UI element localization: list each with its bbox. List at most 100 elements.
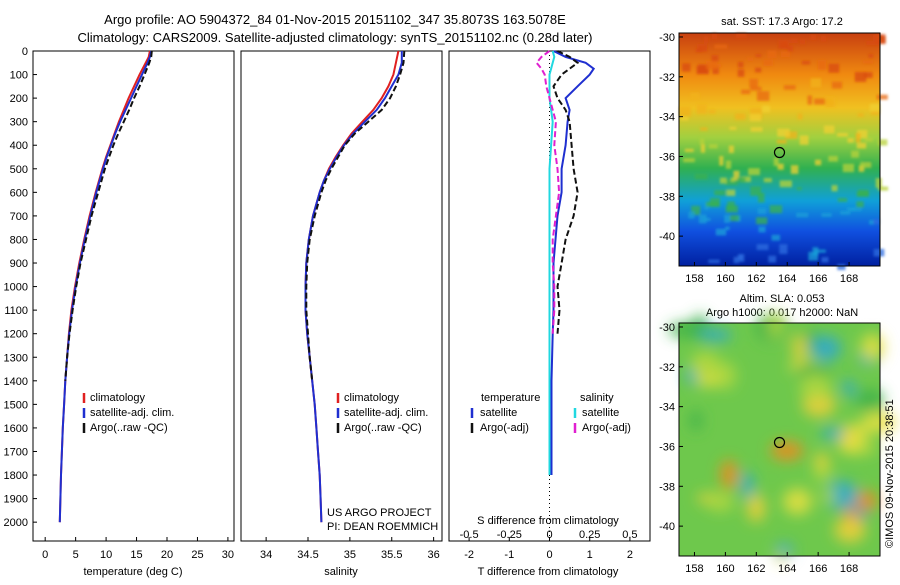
depth-tick-label: 1300 [4, 352, 28, 364]
sst-texture [679, 106, 691, 117]
s-tick-label: -0.5 [460, 529, 479, 541]
map-y-tick-label: -40 [659, 521, 675, 533]
sst-texture [780, 51, 791, 58]
sst-map: sat. SST: 17.3 Argo: 17.2 158 160 162 164 16… [659, 16, 889, 285]
depth-tick-label: 2000 [4, 517, 28, 529]
sst-texture [698, 214, 707, 224]
sst-texture [857, 113, 864, 117]
depth-tick-label: 700 [10, 211, 28, 223]
series-s-satellite [548, 50, 556, 475]
x-tick-label: 10 [100, 549, 112, 561]
map-x-tick-label: 160 [716, 273, 734, 285]
sst-texture [756, 244, 769, 250]
map-x-tick-label: 166 [809, 563, 827, 575]
sst-texture [704, 217, 711, 221]
s-tick-label: -0.25 [497, 529, 522, 541]
sst-texture [799, 39, 805, 45]
sst-texture [779, 244, 788, 254]
sst-texture [873, 248, 885, 257]
sst-texture [847, 138, 854, 143]
sst-texture [690, 92, 700, 100]
map-y-tick-label: -36 [659, 441, 675, 453]
map-x-tick-label: 164 [778, 563, 796, 575]
sst-texture [860, 162, 872, 168]
sst-texture [783, 85, 796, 90]
sst-texture [724, 214, 731, 223]
map-x-tick-label: 166 [809, 273, 827, 285]
legend-label: satellite [582, 407, 619, 419]
sst-texture [814, 98, 827, 105]
sst-texture [694, 173, 708, 180]
sst-texture [699, 138, 705, 145]
sla-texture [838, 438, 864, 453]
title-line-1: Argo profile: AO 5904372_84 01-Nov-2015 … [104, 12, 566, 27]
sst-texture [810, 34, 817, 40]
s-tick-label: 0.5 [622, 529, 637, 541]
sst-texture [705, 201, 719, 207]
sla-texture [720, 459, 738, 490]
depth-tick-label: 1200 [4, 329, 28, 341]
depth-tick-label: 200 [10, 93, 28, 105]
legend-label: climatology [90, 392, 146, 404]
sst-texture [750, 86, 762, 91]
sst-texture [831, 81, 843, 89]
sla-texture [783, 488, 812, 515]
x-tick-label: 1 [587, 549, 593, 561]
sst-texture [736, 33, 747, 39]
sst-texture [878, 139, 888, 146]
sst-texture [777, 128, 790, 137]
sla-map-subtitle: Argo h1000: 0.017 h2000: NaN [706, 307, 858, 319]
sst-texture [756, 217, 768, 225]
legend-label: satellite [480, 407, 517, 419]
project-text: US ARGO PROJECT [327, 507, 432, 519]
legend-label: Argo(..raw -QC) [344, 422, 422, 434]
x-tick-label: 0 [546, 549, 552, 561]
sst-texture [729, 126, 737, 130]
map-y-tick-label: -34 [659, 402, 675, 414]
sst-texture [828, 63, 840, 73]
sst-texture [680, 116, 689, 121]
sla-texture [699, 328, 733, 342]
sst-texture [750, 127, 763, 132]
sla-texture [819, 489, 837, 503]
sla-texture [767, 311, 784, 339]
sst-texture [807, 95, 813, 105]
sst-texture [821, 36, 827, 42]
sst-texture [714, 44, 728, 49]
legend-label: Argo(-adj) [582, 422, 631, 434]
sst-texture [873, 219, 880, 225]
map-x-tick-label: 162 [747, 273, 765, 285]
legend-title-salinity: salinity [580, 392, 614, 404]
sst-texture [868, 53, 874, 58]
x-tick-label: -2 [464, 549, 474, 561]
temperature-axes [32, 50, 235, 542]
sst-texture [863, 60, 874, 64]
map-y-tick-label: -30 [659, 322, 675, 334]
sst-texture [728, 145, 734, 153]
depth-tick-label: 1900 [4, 494, 28, 506]
map-x-tick-label: 158 [685, 273, 703, 285]
sst-texture [837, 197, 848, 202]
sst-texture [814, 159, 822, 166]
sst-texture [737, 254, 743, 260]
x-tick-label: 36 [428, 549, 440, 561]
sla-map: Altim. SLA: 0.053 Argo h1000: 0.017 h200… [659, 293, 896, 575]
sst-texture [878, 186, 889, 191]
x-tick-label: 34 [260, 549, 272, 561]
imos-credit: ©IMOS 09-Nov-2015 20:38:51 [884, 399, 896, 548]
sst-texture [697, 44, 708, 52]
sst-texture [790, 38, 798, 44]
sst-texture [767, 50, 777, 59]
sst-texture [729, 215, 740, 222]
sst-texture [817, 60, 827, 70]
sst-texture [725, 179, 738, 185]
sla-texture [746, 493, 766, 523]
series-argo-raw-qc- [64, 50, 153, 381]
sst-texture [741, 89, 751, 95]
depth-tick-label: 1700 [4, 446, 28, 458]
sla-texture [741, 471, 754, 500]
map-x-tick-label: 168 [840, 563, 858, 575]
sst-texture [856, 201, 864, 208]
sst-texture [758, 226, 766, 233]
sst-texture [688, 211, 695, 219]
